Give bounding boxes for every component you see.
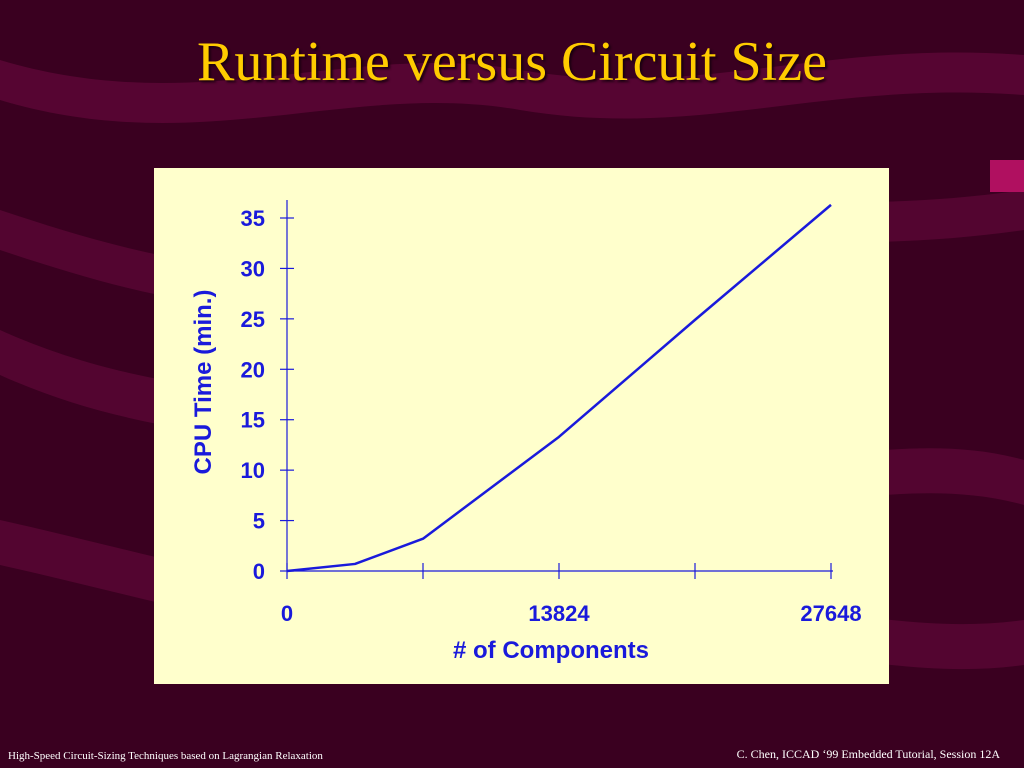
y-tick-label: 25 bbox=[241, 307, 265, 332]
y-tick-label: 10 bbox=[241, 458, 265, 483]
y-tick-label: 5 bbox=[253, 509, 265, 534]
y-tick-label: 30 bbox=[241, 256, 265, 281]
line-chart: 0 5 10 15 20 25 30 35 0 13824 27648 # of Components… bbox=[190, 200, 862, 664]
x-tick-label: 27648 bbox=[800, 601, 861, 626]
footer-right: C. Chen, ICCAD ‘99 Embedded Tutorial, Se… bbox=[736, 747, 1000, 761]
y-axis-title: CPU Time (min.) bbox=[190, 290, 217, 475]
footer-left: High-Speed Circuit-Sizing Techniques bas… bbox=[8, 750, 323, 762]
series-line bbox=[286, 203, 832, 573]
y-tick-label: 35 bbox=[241, 206, 265, 231]
slide-title: Runtime versus Circuit Size bbox=[197, 31, 827, 93]
x-tick-label: 0 bbox=[281, 601, 293, 626]
y-tick-label: 0 bbox=[253, 559, 265, 584]
chart-panel: 0 5 10 15 20 25 30 35 0 13824 27648 # of Components… bbox=[154, 168, 889, 684]
y-tick-label: 20 bbox=[241, 357, 265, 382]
y-tick-label: 15 bbox=[241, 408, 265, 433]
x-axis-title: # of Components bbox=[453, 637, 649, 664]
x-tick-label: 13824 bbox=[528, 601, 590, 626]
